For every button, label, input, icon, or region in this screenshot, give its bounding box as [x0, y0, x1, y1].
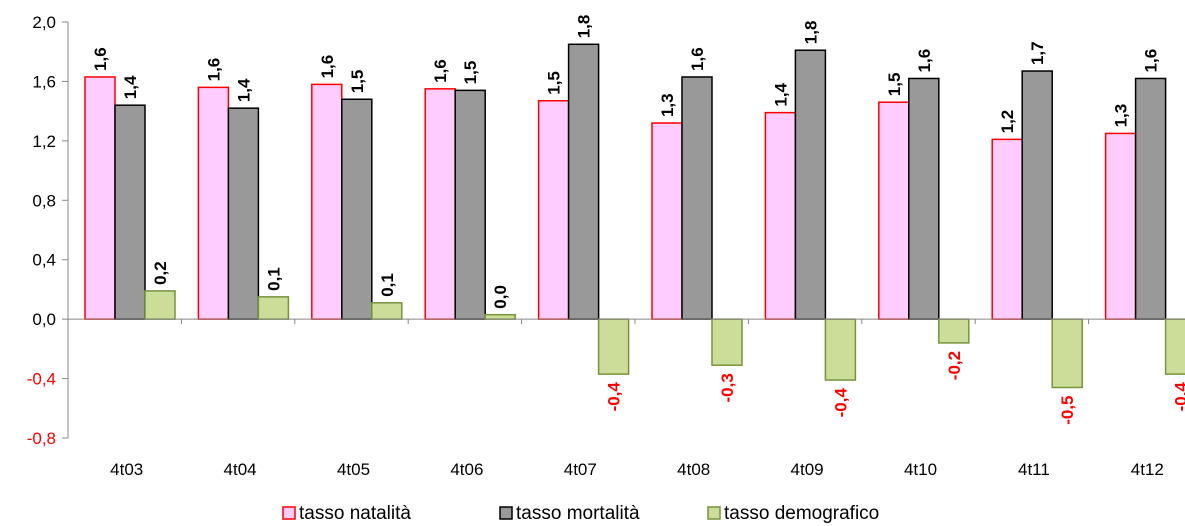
data-label: -0,4 — [605, 382, 624, 412]
data-label: 0,1 — [378, 273, 397, 297]
data-label: -0,2 — [945, 351, 964, 380]
legend-swatch — [282, 506, 296, 520]
bar — [84, 76, 116, 320]
bar — [938, 318, 970, 344]
data-label: 1,8 — [801, 21, 820, 45]
bar — [794, 49, 827, 320]
bar — [764, 111, 797, 320]
data-label: 1,6 — [204, 58, 223, 82]
y-tick-label: 1,2 — [32, 132, 56, 151]
x-tick-label: 4t11 — [1018, 460, 1050, 479]
bar — [197, 86, 230, 320]
bar — [311, 83, 343, 320]
x-tick-label: 4t06 — [450, 460, 483, 479]
bar — [1134, 77, 1167, 320]
data-label: 1,6 — [318, 55, 337, 79]
data-label: 1,8 — [575, 15, 594, 39]
data-label: 1,6 — [431, 59, 450, 83]
y-tick-label: 0,0 — [32, 310, 56, 329]
data-label: 1,4 — [121, 75, 140, 99]
x-tick-label: 4t09 — [791, 460, 824, 479]
bar — [257, 296, 290, 320]
x-tick-label: 4t07 — [564, 460, 597, 479]
bar — [454, 89, 486, 320]
bar — [537, 99, 570, 320]
data-label: 1,5 — [545, 71, 564, 95]
data-label: 1,5 — [461, 61, 480, 85]
bar — [991, 138, 1023, 320]
x-axis-ticks: 4t03 4t04 4t05 4t06 4t07 4t08 4t09 4t10 4t11 4t12 — [67, 319, 1164, 479]
bars — [84, 43, 1185, 389]
bar — [1021, 70, 1053, 320]
x-tick-label: 4t12 — [1131, 460, 1164, 479]
bar — [484, 313, 516, 320]
data-label: 1,4 — [234, 78, 253, 102]
bar — [908, 77, 940, 320]
bar — [341, 98, 373, 320]
x-tick-label: 4t08 — [677, 460, 710, 479]
data-label: 1,4 — [771, 82, 790, 106]
y-axis-ticks: 2,0 1,6 1,2 0,8 0,4 0,0 -0,4 -0,8 — [27, 13, 68, 448]
bar — [651, 122, 683, 320]
data-label: 1,6 — [91, 47, 110, 71]
data-label: 1,7 — [1028, 41, 1047, 65]
legend-swatch — [499, 506, 513, 520]
x-tick-label: 4t10 — [904, 460, 937, 479]
data-label: 0,2 — [151, 261, 170, 285]
bar — [227, 107, 260, 320]
bar — [878, 101, 910, 320]
bar — [681, 76, 713, 320]
legend-label: tasso mortalità — [516, 503, 640, 524]
bar — [1164, 318, 1185, 375]
data-labels: 1,6 1,6 1,6 1,6 1,5 1,3 1,4 1,5 1,2 1,3 1,4 1,4 1,5 1… — [91, 15, 1185, 425]
bar — [371, 302, 403, 320]
bar — [711, 318, 743, 366]
y-tick-label: -0,4 — [27, 370, 56, 389]
axes — [67, 22, 1185, 438]
data-label: 1,5 — [885, 73, 904, 97]
bar — [1051, 318, 1083, 389]
data-label: 1,2 — [998, 110, 1017, 134]
data-label: 1,5 — [348, 70, 367, 94]
x-tick-label: 4t05 — [337, 460, 370, 479]
data-label: -0,4 — [831, 388, 850, 418]
bar — [424, 88, 456, 320]
data-label: -0,4 — [1172, 382, 1185, 412]
data-label: 0,0 — [491, 285, 510, 309]
bar — [144, 290, 176, 320]
data-label: 1,6 — [688, 47, 707, 71]
legend-label: tasso natalità — [299, 503, 411, 524]
y-tick-label: 2,0 — [32, 13, 56, 32]
x-tick-label: 4t04 — [224, 460, 257, 479]
y-tick-label: -0,8 — [27, 429, 56, 448]
data-label: 1,6 — [915, 49, 934, 73]
bar — [114, 104, 146, 320]
bar — [597, 318, 630, 375]
bar — [567, 43, 600, 320]
data-label: 1,3 — [658, 93, 677, 117]
bar — [824, 318, 857, 381]
legend-swatch — [707, 506, 721, 520]
bar — [1104, 132, 1137, 320]
data-label: 0,1 — [264, 267, 283, 291]
data-label: 1,3 — [1112, 104, 1131, 128]
legend: tasso natalità tasso mortalità tasso demog… — [282, 503, 879, 524]
data-label: -0,5 — [1058, 395, 1077, 424]
y-tick-label: 0,8 — [32, 191, 56, 210]
y-tick-label: 0,4 — [32, 251, 56, 270]
legend-label: tasso demografico — [724, 503, 879, 524]
y-tick-label: 1,6 — [32, 72, 56, 91]
data-label: -0,3 — [718, 373, 737, 402]
x-tick-label: 4t03 — [110, 460, 143, 479]
data-label: 1,6 — [1142, 49, 1161, 73]
